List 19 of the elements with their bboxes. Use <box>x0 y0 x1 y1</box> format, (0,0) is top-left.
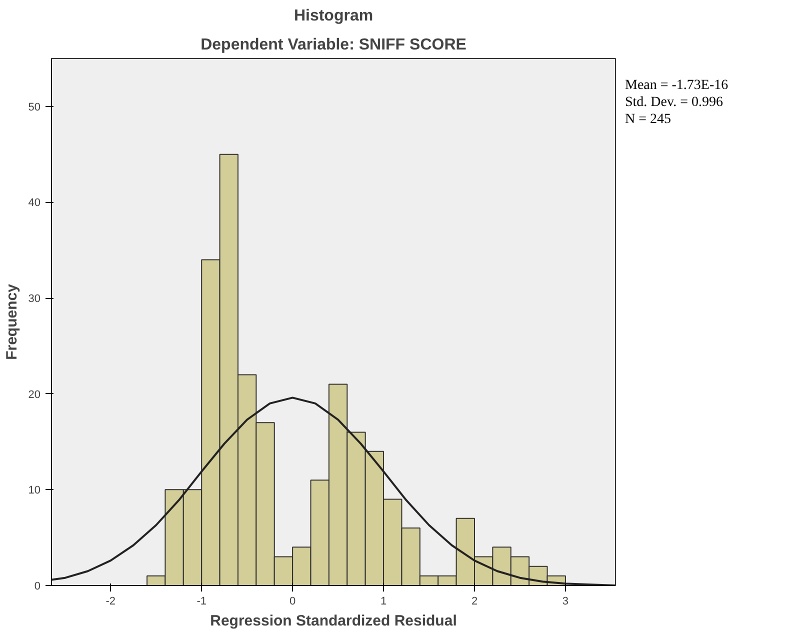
y-tick-label: 20 <box>28 388 41 401</box>
x-axis-title: Regression Standardized Residual <box>210 612 457 630</box>
x-tick-label: 0 <box>290 596 296 608</box>
text: Std. Dev. = 0.996 <box>625 94 723 110</box>
y-axis-title: Frequency <box>3 283 20 360</box>
x-tick-label: -1 <box>196 596 206 608</box>
x-tick-label: 3 <box>562 596 569 608</box>
chart-subtitle: Dependent Variable: SNIFF SCORE <box>200 36 467 54</box>
x-tick-label: 2 <box>471 596 478 608</box>
x-tick-label: -2 <box>106 596 116 608</box>
chart-title: Histogram <box>294 8 374 24</box>
text: N = 245 <box>625 112 672 127</box>
x-tick-label: 1 <box>380 596 387 608</box>
y-tick-label: 0 <box>34 580 41 592</box>
y-tick-label: 50 <box>28 101 41 114</box>
text: Mean = -1.73E-16 <box>625 78 728 93</box>
y-tick-label: 30 <box>28 293 41 306</box>
y-tick-label: 10 <box>28 484 41 497</box>
y-tick-label: 40 <box>28 197 41 210</box>
